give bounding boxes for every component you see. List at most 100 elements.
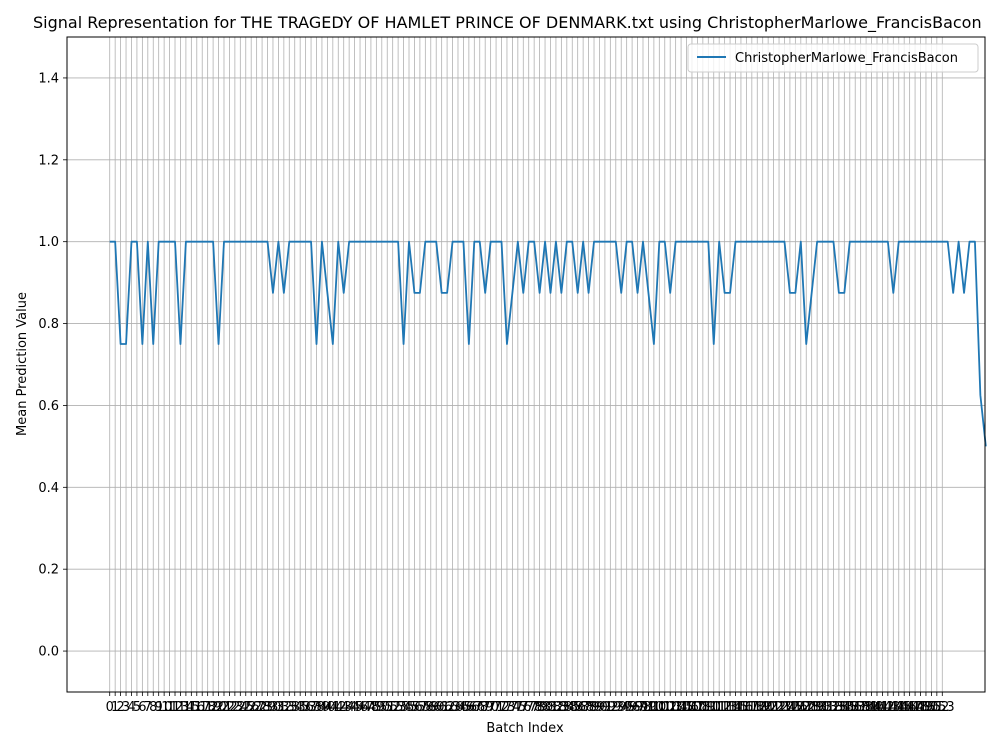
x-tick-label: 90 — [591, 700, 608, 715]
x-tick-label: 148 — [903, 700, 928, 715]
x-tick-label: 100 — [641, 700, 666, 715]
x-tick-label: 75 — [510, 700, 527, 715]
x-tick-label: 114 — [718, 700, 743, 715]
x-tick-label: 0 — [106, 700, 114, 715]
x-tick-label: 54 — [395, 700, 412, 715]
x-tick-label: 5 — [133, 700, 141, 715]
x-tick-label: 79 — [531, 700, 548, 715]
x-tick-label: 82 — [548, 700, 565, 715]
x-tick-label: 14 — [178, 700, 195, 715]
x-tick-label: 102 — [652, 700, 677, 715]
x-tick-label: 9 — [155, 700, 163, 715]
x-tick-label: 122 — [761, 700, 786, 715]
x-tick-label: 126 — [783, 700, 808, 715]
x-tick-label: 78 — [526, 700, 543, 715]
x-tick-label: 101 — [647, 700, 672, 715]
x-axis-label: Batch Index — [486, 721, 564, 736]
plot-frame — [66, 36, 986, 693]
x-tick-label: 121 — [756, 700, 781, 715]
x-tick-label: 138 — [848, 700, 873, 715]
x-tick-label: 28 — [254, 700, 271, 715]
x-tick-label: 67 — [466, 700, 483, 715]
x-tick-label: 40 — [319, 700, 336, 715]
x-tick-label: 149 — [908, 700, 933, 715]
x-tick-label: 70 — [482, 700, 499, 715]
x-tick-label: 2 — [116, 700, 124, 715]
x-tick-label: 144 — [881, 700, 906, 715]
x-tick-label: 59 — [422, 700, 439, 715]
x-tick-label: 98 — [635, 700, 652, 715]
x-tick-label: 51 — [379, 700, 396, 715]
x-tick-label: 115 — [723, 700, 748, 715]
y-axis-ticks: 0.0 0.2 0.4 0.6 0.8 1.0 1.2 1.4 — [38, 71, 67, 660]
x-tick-label: 42 — [330, 700, 347, 715]
x-tick-label: 119 — [745, 700, 770, 715]
x-tick-label: 74 — [504, 700, 521, 715]
y-tick-label: 0.4 — [38, 481, 59, 496]
x-tick-label: 7 — [144, 700, 152, 715]
x-tick-label: 13 — [172, 700, 189, 715]
x-tick-label: 60 — [428, 700, 445, 715]
x-tick-label: 150 — [914, 700, 939, 715]
x-tick-label: 17 — [194, 700, 211, 715]
x-tick-label: 26 — [243, 700, 260, 715]
x-tick-label: 39 — [314, 700, 331, 715]
x-tick-label: 56 — [406, 700, 423, 715]
x-tick-label: 6 — [138, 700, 146, 715]
x-tick-label: 141 — [865, 700, 890, 715]
x-tick-label: 91 — [597, 700, 614, 715]
x-tick-label: 120 — [750, 700, 775, 715]
x-tick-label: 130 — [805, 700, 830, 715]
x-tick-label: 64 — [450, 700, 467, 715]
x-tick-label: 30 — [265, 700, 282, 715]
x-tick-label: 80 — [537, 700, 554, 715]
x-tick-label: 109 — [690, 700, 715, 715]
x-tick-label: 21 — [216, 700, 233, 715]
x-tick-label: 87 — [575, 700, 592, 715]
x-tick-label: 4 — [127, 700, 135, 715]
x-tick-label: 124 — [772, 700, 797, 715]
x-tick-label: 16 — [189, 700, 206, 715]
x-tick-label: 104 — [663, 700, 688, 715]
x-tick-label: 103 — [658, 700, 683, 715]
y-tick-label: 1.0 — [38, 235, 59, 250]
x-tick-label: 93 — [608, 700, 625, 715]
x-tick-label: 24 — [232, 700, 249, 715]
x-tick-label: 95 — [618, 700, 635, 715]
x-tick-label: 37 — [303, 700, 320, 715]
x-tick-label: 43 — [335, 700, 352, 715]
x-tick-label: 65 — [455, 700, 472, 715]
x-tick-label: 99 — [640, 700, 657, 715]
x-tick-label: 84 — [559, 700, 576, 715]
x-tick-label: 33 — [281, 700, 298, 715]
x-tick-label: 36 — [297, 700, 314, 715]
x-tick-label: 8 — [149, 700, 157, 715]
y-tick-label: 0.8 — [38, 317, 59, 332]
x-tick-label: 50 — [374, 700, 391, 715]
x-tick-label: 41 — [325, 700, 342, 715]
x-tick-label: 48 — [363, 700, 380, 715]
x-tick-label: 62 — [439, 700, 456, 715]
x-tick-label: 49 — [368, 700, 385, 715]
x-tick-label: 92 — [602, 700, 619, 715]
x-tick-label: 29 — [259, 700, 276, 715]
y-tick-label: 1.2 — [38, 153, 59, 168]
x-tick-label: 112 — [707, 700, 732, 715]
x-tick-label: 143 — [875, 700, 900, 715]
x-tick-label: 96 — [624, 700, 641, 715]
x-tick-label: 68 — [471, 700, 488, 715]
y-tick-label: 1.4 — [38, 71, 59, 86]
x-tick-label: 18 — [199, 700, 216, 715]
x-tick-label: 31 — [270, 700, 287, 715]
x-tick-label: 38 — [308, 700, 325, 715]
x-tick-label: 117 — [734, 700, 759, 715]
series-layer — [109, 240, 987, 447]
x-tick-label: 108 — [685, 700, 710, 715]
x-tick-label: 55 — [401, 700, 418, 715]
x-tick-label: 127 — [788, 700, 813, 715]
x-tick-label: 140 — [859, 700, 884, 715]
x-tick-label: 34 — [286, 700, 303, 715]
x-tick-label: 97 — [629, 700, 646, 715]
series-line — [109, 240, 987, 447]
